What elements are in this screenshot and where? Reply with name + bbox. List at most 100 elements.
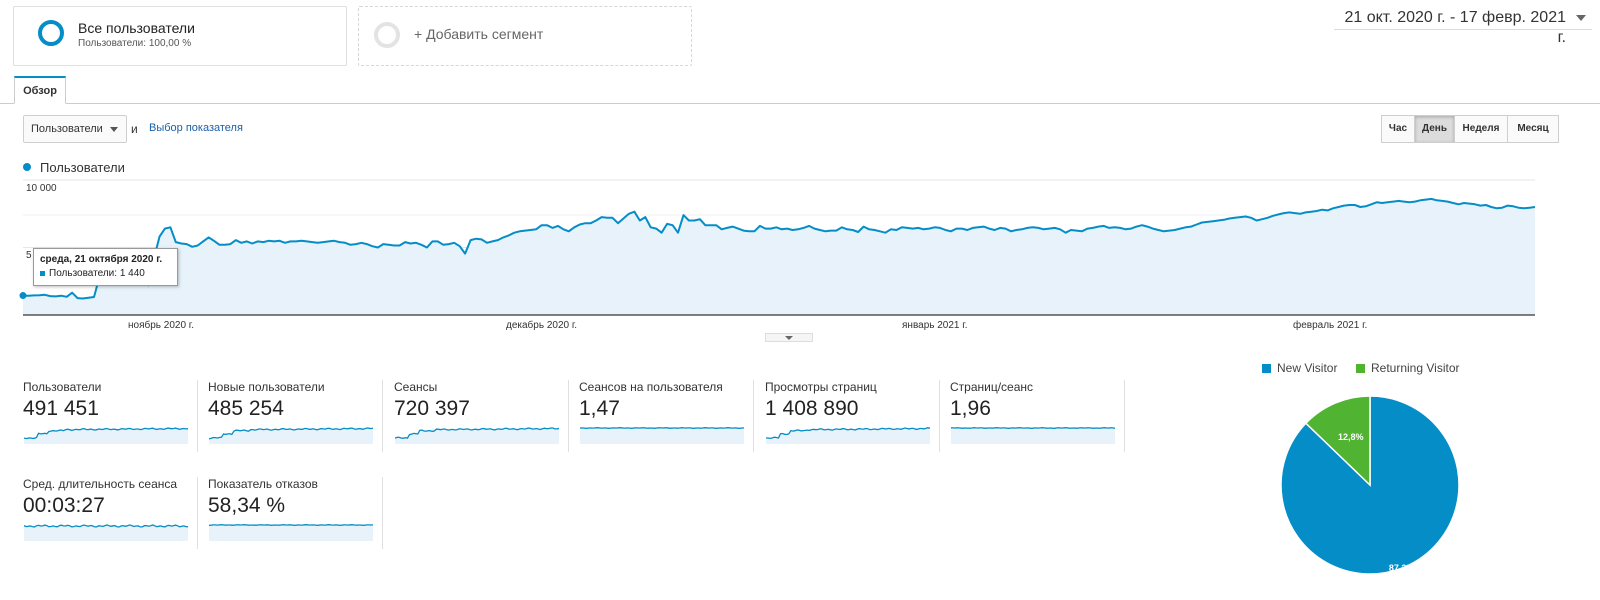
period-hour-button[interactable]: Час xyxy=(1381,115,1415,143)
choose-metric-link[interactable]: Выбор показателя xyxy=(149,122,243,134)
card-divider xyxy=(382,477,383,549)
metric-card-avg-session-duration[interactable]: Сред. длительность сеанса 00:03:27 xyxy=(23,477,201,557)
metric-card-pages-per-session[interactable]: Страниц/сеанс 1,96 xyxy=(950,380,1128,460)
legend-square-icon xyxy=(1262,364,1271,373)
sparkline-line xyxy=(766,427,930,440)
metric-value: 1,96 xyxy=(950,397,991,420)
metric-card-new-users[interactable]: Новые пользователи 485 254 xyxy=(208,380,386,460)
sparkline-area xyxy=(24,524,188,541)
collapse-chart-button[interactable] xyxy=(765,333,813,342)
sparkline-line xyxy=(209,427,373,440)
metric-label: Просмотры страниц xyxy=(765,380,877,394)
legend-dot-icon xyxy=(23,163,31,171)
metric-select[interactable]: Пользователи xyxy=(23,115,127,143)
segment-placeholder-icon xyxy=(374,22,400,48)
metric-value: 720 397 xyxy=(394,397,470,420)
pie-legend-new: New Visitor xyxy=(1262,361,1337,375)
metric-value: 58,34 % xyxy=(208,494,286,517)
metric-sparkline xyxy=(24,524,188,541)
sparkline-line xyxy=(395,427,559,439)
metric-card-bounce-rate[interactable]: Показатель отказов 58,34 % xyxy=(208,477,386,557)
metric-label: Сеансов на пользователя xyxy=(579,380,723,394)
sparkline-line xyxy=(209,524,373,526)
metric-card-pageviews[interactable]: Просмотры страниц 1 408 890 xyxy=(765,380,943,460)
card-divider xyxy=(1124,380,1125,452)
period-selector: Час День Неделя Месяц xyxy=(1381,115,1559,143)
metric-value: 485 254 xyxy=(208,397,284,420)
pie-legend-returning: Returning Visitor xyxy=(1356,361,1460,375)
sparkline-line xyxy=(24,524,188,528)
card-divider xyxy=(568,380,569,452)
add-segment-button[interactable]: + Добавить сегмент xyxy=(358,6,692,66)
pie-slice-label: 12,8% xyxy=(1338,432,1364,442)
card-divider xyxy=(197,380,198,452)
period-week-button[interactable]: Неделя xyxy=(1454,115,1508,143)
series-square-icon xyxy=(40,270,45,276)
metric-sparkline xyxy=(395,427,559,444)
chevron-down-icon xyxy=(110,127,118,132)
card-divider xyxy=(753,380,754,452)
metric-label: Показатель отказов xyxy=(208,477,318,491)
metric-card-sessions-per-user[interactable]: Сеансов на пользователя 1,47 xyxy=(579,380,757,460)
sparkline-area xyxy=(395,428,559,444)
metric-label: Сред. длительность сеанса xyxy=(23,477,178,491)
sparkline-area xyxy=(209,524,373,541)
segment-all-users[interactable]: Все пользователи Пользователи: 100,00 % xyxy=(13,6,347,66)
metric-sparkline xyxy=(24,427,188,444)
chevron-down-icon xyxy=(1576,15,1586,21)
metric-sparkline xyxy=(580,427,744,444)
x-tick-label: декабрь 2020 г. xyxy=(506,320,578,331)
series-line xyxy=(22,197,1536,300)
tab-divider xyxy=(0,103,1600,104)
add-segment-label: + Добавить сегмент xyxy=(414,26,544,42)
metric-card-sessions[interactable]: Сеансы 720 397 xyxy=(394,380,572,460)
y-tick-label: 10 000 xyxy=(26,183,57,194)
metric-sparkline xyxy=(951,427,1115,444)
metric-value: 1,47 xyxy=(579,397,620,420)
x-tick-label: январь 2021 г. xyxy=(902,320,968,331)
metric-card-users[interactable]: Пользователи 491 451 xyxy=(23,380,201,460)
card-divider xyxy=(197,477,198,549)
metric-label: Пользователи xyxy=(23,380,102,394)
pie-legend-label: Returning Visitor xyxy=(1371,361,1460,375)
pie-slice[interactable] xyxy=(1304,395,1371,487)
sparkline-line xyxy=(580,427,744,429)
pie-slice[interactable] xyxy=(1280,395,1460,575)
metric-label: Страниц/сеанс xyxy=(950,380,1034,394)
pie-slice-label: 87,2% xyxy=(1389,563,1415,573)
period-month-button[interactable]: Месяц xyxy=(1507,115,1559,143)
metric-label: Новые пользователи xyxy=(208,380,325,394)
tab-overview[interactable]: Обзор xyxy=(14,76,66,104)
metric-value: 1 408 890 xyxy=(765,397,859,420)
metric-label: Сеансы xyxy=(394,380,438,394)
chart-tooltip: среда, 21 октября 2020 г. Пользователи: … xyxy=(33,248,178,286)
series-area xyxy=(23,198,1535,315)
sparkline-area xyxy=(580,427,744,444)
segment-circle-icon xyxy=(38,20,64,46)
tooltip-value: Пользователи: 1 440 xyxy=(49,268,145,279)
segment-subtitle: Пользователи: 100,00 % xyxy=(78,38,192,49)
date-range-picker[interactable]: 21 окт. 2020 г. - 17 февр. 2021 г. xyxy=(1334,8,1592,46)
tooltip-row: Пользователи: 1 440 xyxy=(40,268,171,279)
sparkline-area xyxy=(24,428,188,444)
card-divider xyxy=(382,380,383,452)
sparkline-area xyxy=(951,427,1115,444)
chevron-down-icon xyxy=(785,336,793,340)
chart-legend-label: Пользователи xyxy=(40,160,125,175)
sparkline-area xyxy=(766,427,930,444)
users-line-chart[interactable] xyxy=(0,170,1600,320)
sparkline-line xyxy=(951,427,1115,429)
visitor-type-pie-chart[interactable]: 87,2% 12,8% xyxy=(1270,385,1470,585)
metric-select-label: Пользователи xyxy=(31,123,103,135)
metric-value: 491 451 xyxy=(23,397,99,420)
data-point[interactable] xyxy=(19,292,27,300)
legend-square-icon xyxy=(1356,364,1365,373)
card-divider xyxy=(939,380,940,452)
metric-value: 00:03:27 xyxy=(23,494,105,517)
x-tick-label: февраль 2021 г. xyxy=(1293,320,1368,331)
period-day-button[interactable]: День xyxy=(1414,115,1455,143)
metric-sparkline xyxy=(209,427,373,444)
metric-sparkline xyxy=(766,427,930,444)
x-tick-label: ноябрь 2020 г. xyxy=(128,320,195,331)
segment-title: Все пользователи xyxy=(78,20,195,36)
